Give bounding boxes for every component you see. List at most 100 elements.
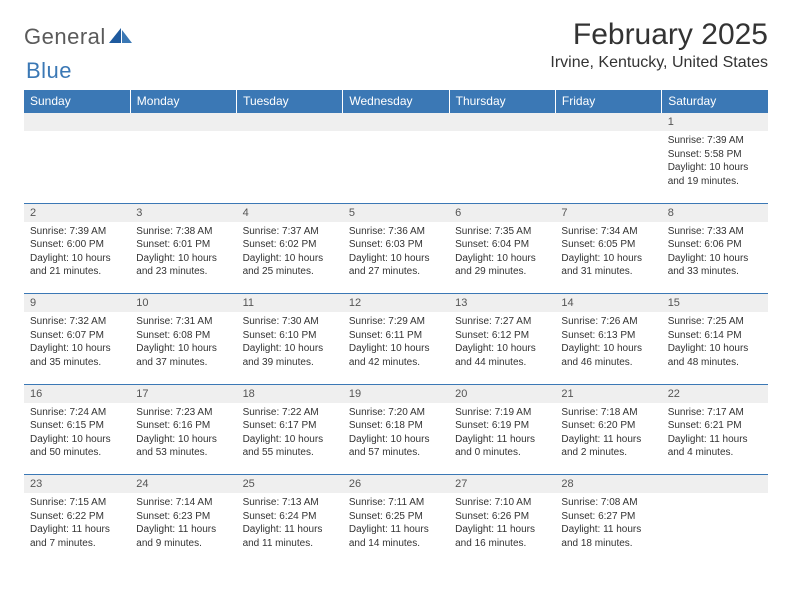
sunset-line: Sunset: 6:11 PM <box>349 329 443 343</box>
sunset-line: Sunset: 6:22 PM <box>30 510 124 524</box>
day-number-cell: 9 <box>24 294 130 313</box>
day-number-cell: 1 <box>662 113 768 132</box>
day-content-cell: Sunrise: 7:29 AMSunset: 6:11 PMDaylight:… <box>343 312 449 378</box>
daynum-row: 16171819202122 <box>24 384 768 403</box>
day-number-cell: 14 <box>555 294 661 313</box>
sunset-line: Sunset: 6:19 PM <box>455 419 549 433</box>
daylight-line: Daylight: 11 hours and 2 minutes. <box>561 433 655 460</box>
weekday-header: Sunday <box>24 90 130 113</box>
day-content-cell: Sunrise: 7:39 AMSunset: 6:00 PMDaylight:… <box>24 222 130 288</box>
brand-logo: General <box>24 24 134 50</box>
day-content-cell: Sunrise: 7:25 AMSunset: 6:14 PMDaylight:… <box>662 312 768 378</box>
brand-word-2: Blue <box>26 58 72 83</box>
day-content-cell: Sunrise: 7:08 AMSunset: 6:27 PMDaylight:… <box>555 493 661 559</box>
sunrise-line: Sunrise: 7:31 AM <box>136 315 230 329</box>
daylight-line: Daylight: 10 hours and 27 minutes. <box>349 252 443 279</box>
calendar-table: Sunday Monday Tuesday Wednesday Thursday… <box>24 90 768 559</box>
day-content-cell: Sunrise: 7:35 AMSunset: 6:04 PMDaylight:… <box>449 222 555 288</box>
day-content-cell: Sunrise: 7:34 AMSunset: 6:05 PMDaylight:… <box>555 222 661 288</box>
daynum-row: 1 <box>24 113 768 132</box>
day-number-cell: 16 <box>24 384 130 403</box>
sunset-line: Sunset: 6:20 PM <box>561 419 655 433</box>
day-content-cell: Sunrise: 7:33 AMSunset: 6:06 PMDaylight:… <box>662 222 768 288</box>
sunrise-line: Sunrise: 7:35 AM <box>455 225 549 239</box>
sunrise-line: Sunrise: 7:25 AM <box>668 315 762 329</box>
day-number-cell: 4 <box>237 203 343 222</box>
sunrise-line: Sunrise: 7:11 AM <box>349 496 443 510</box>
daylight-line: Daylight: 11 hours and 14 minutes. <box>349 523 443 550</box>
sunrise-line: Sunrise: 7:13 AM <box>243 496 337 510</box>
day-number-cell: 17 <box>130 384 236 403</box>
sunset-line: Sunset: 6:13 PM <box>561 329 655 343</box>
sunset-line: Sunset: 6:21 PM <box>668 419 762 433</box>
day-number-cell: 28 <box>555 475 661 494</box>
day-number-cell <box>343 113 449 132</box>
daylight-line: Daylight: 10 hours and 46 minutes. <box>561 342 655 369</box>
daylight-line: Daylight: 10 hours and 55 minutes. <box>243 433 337 460</box>
daylight-line: Daylight: 11 hours and 4 minutes. <box>668 433 762 460</box>
day-number-cell: 5 <box>343 203 449 222</box>
daylight-line: Daylight: 10 hours and 44 minutes. <box>455 342 549 369</box>
daylight-line: Daylight: 10 hours and 33 minutes. <box>668 252 762 279</box>
sunrise-line: Sunrise: 7:15 AM <box>30 496 124 510</box>
day-number-cell <box>24 113 130 132</box>
day-content-cell <box>237 131 343 197</box>
day-content-cell: Sunrise: 7:17 AMSunset: 6:21 PMDaylight:… <box>662 403 768 469</box>
daynum-row: 232425262728 <box>24 475 768 494</box>
sunrise-line: Sunrise: 7:38 AM <box>136 225 230 239</box>
sunrise-line: Sunrise: 7:36 AM <box>349 225 443 239</box>
day-content-cell: Sunrise: 7:19 AMSunset: 6:19 PMDaylight:… <box>449 403 555 469</box>
day-content-row: Sunrise: 7:15 AMSunset: 6:22 PM Daylight:… <box>24 493 768 559</box>
daylight-line: Daylight: 10 hours and 25 minutes. <box>243 252 337 279</box>
day-content-cell: Sunrise: 7:18 AMSunset: 6:20 PMDaylight:… <box>555 403 661 469</box>
day-content-cell: Sunrise: 7:20 AMSunset: 6:18 PMDaylight:… <box>343 403 449 469</box>
sunrise-line: Sunrise: 7:24 AM <box>30 406 124 420</box>
day-number-cell: 19 <box>343 384 449 403</box>
day-number-cell <box>237 113 343 132</box>
weekday-header: Wednesday <box>343 90 449 113</box>
sunset-line: Sunset: 6:00 PM <box>30 238 124 252</box>
day-content-cell: Sunrise: 7:15 AMSunset: 6:22 PMDaylight:… <box>24 493 130 559</box>
day-number-cell: 24 <box>130 475 236 494</box>
day-content-cell: Sunrise: 7:13 AMSunset: 6:24 PMDaylight:… <box>237 493 343 559</box>
sunset-line: Sunset: 6:14 PM <box>668 329 762 343</box>
daylight-line: Daylight: 10 hours and 35 minutes. <box>30 342 124 369</box>
sunrise-line: Sunrise: 7:29 AM <box>349 315 443 329</box>
sunset-line: Sunset: 6:05 PM <box>561 238 655 252</box>
sunset-line: Sunset: 6:26 PM <box>455 510 549 524</box>
day-number-cell: 26 <box>343 475 449 494</box>
daylight-line: Daylight: 11 hours and 11 minutes. <box>243 523 337 550</box>
day-content-cell: Sunrise: 7:36 AMSunset: 6:03 PMDaylight:… <box>343 222 449 288</box>
day-number-cell: 27 <box>449 475 555 494</box>
brand-sail-icon <box>108 26 134 49</box>
sunset-line: Sunset: 6:06 PM <box>668 238 762 252</box>
sunset-line: Sunset: 6:01 PM <box>136 238 230 252</box>
weekday-header: Friday <box>555 90 661 113</box>
daylight-line: Daylight: 10 hours and 31 minutes. <box>561 252 655 279</box>
weekday-header: Tuesday <box>237 90 343 113</box>
sunset-line: Sunset: 6:10 PM <box>243 329 337 343</box>
sunrise-line: Sunrise: 7:32 AM <box>30 315 124 329</box>
day-number-cell: 13 <box>449 294 555 313</box>
daylight-line: Daylight: 10 hours and 19 minutes. <box>668 161 762 188</box>
day-number-cell <box>555 113 661 132</box>
day-content-row: Sunrise: 7:39 AMSunset: 6:00 PMDaylight:… <box>24 222 768 288</box>
daylight-line: Daylight: 10 hours and 53 minutes. <box>136 433 230 460</box>
day-content-cell: Sunrise: 7:31 AMSunset: 6:08 PMDaylight:… <box>130 312 236 378</box>
day-number-cell: 25 <box>237 475 343 494</box>
day-number-cell: 6 <box>449 203 555 222</box>
sunset-line: Sunset: 6:02 PM <box>243 238 337 252</box>
weekday-header: Monday <box>130 90 236 113</box>
daylight-line: Daylight: 10 hours and 21 minutes. <box>30 252 124 279</box>
sunrise-line: Sunrise: 7:30 AM <box>243 315 337 329</box>
day-number-cell <box>449 113 555 132</box>
sunrise-line: Sunrise: 7:19 AM <box>455 406 549 420</box>
day-content-row: Sunrise: 7:32 AMSunset: 6:07 PMDaylight:… <box>24 312 768 378</box>
day-number-cell <box>662 475 768 494</box>
day-number-cell: 2 <box>24 203 130 222</box>
day-content-cell: Sunrise: 7:11 AMSunset: 6:25 PMDaylight:… <box>343 493 449 559</box>
sunrise-line: Sunrise: 7:08 AM <box>561 496 655 510</box>
sunrise-line: Sunrise: 7:20 AM <box>349 406 443 420</box>
day-content-cell: Sunrise: 7:27 AMSunset: 6:12 PMDaylight:… <box>449 312 555 378</box>
daylight-line: Daylight: 10 hours and 39 minutes. <box>243 342 337 369</box>
